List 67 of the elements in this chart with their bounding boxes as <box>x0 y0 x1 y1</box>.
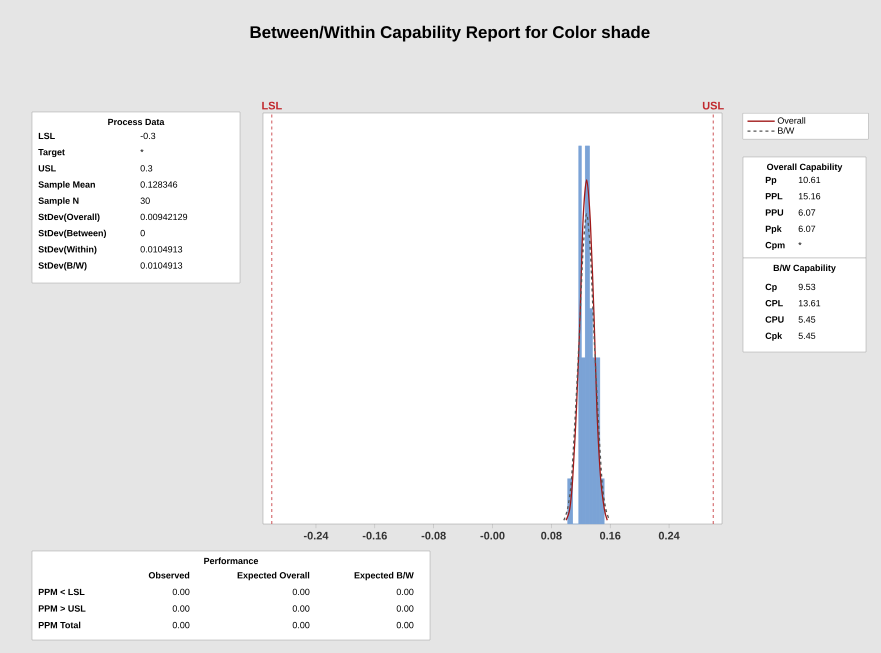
text: Ppk <box>766 225 782 234</box>
text: Target <box>38 149 65 158</box>
text: Expected Overall <box>238 572 310 580</box>
legend-label: Overall <box>778 117 806 124</box>
text: 0.3 <box>140 165 152 172</box>
text: 0.00 <box>396 605 414 612</box>
text: Process Data <box>108 118 164 126</box>
text: 0.00942129 <box>140 214 188 220</box>
text: CPU <box>766 316 784 323</box>
text: 5.45 <box>798 332 816 339</box>
legend-label: B/W <box>778 127 794 134</box>
text: 6.07 <box>798 226 816 232</box>
text: Pp <box>766 176 776 185</box>
text: 0.00 <box>292 588 310 596</box>
text: Observed <box>148 572 190 578</box>
text: StDev(B/W) <box>38 262 87 270</box>
text: 13.61 <box>798 300 820 306</box>
text: 5.45 <box>798 316 816 323</box>
text: PPL <box>766 193 782 200</box>
text: 10.61 <box>798 176 820 184</box>
x-tick-label: -0.00 <box>480 532 505 540</box>
text: 0.0104913 <box>140 262 182 269</box>
text: StDev(Between) <box>38 230 106 238</box>
chart-title: Between/Within Capability Report for Color shade <box>250 26 650 42</box>
text: 0.128346 <box>140 181 178 188</box>
text: PPM < LSL <box>38 588 85 596</box>
x-tick-label: -0.24 <box>304 532 328 540</box>
text: PPM Total <box>38 622 80 628</box>
text: Sample Mean <box>38 181 95 190</box>
text: PPU <box>766 209 784 216</box>
ref-line-label: USL <box>702 102 724 110</box>
text: Cpm <box>766 242 785 250</box>
text: * <box>140 149 144 152</box>
x-tick-label: 0.24 <box>658 532 680 540</box>
x-tick-label: -0.16 <box>362 532 387 540</box>
x-tick-label: -0.08 <box>422 532 446 540</box>
text: CPL <box>766 300 783 306</box>
text: 0.00 <box>172 588 190 596</box>
text: Cpk <box>766 332 782 341</box>
text: Overall Capability <box>767 163 842 172</box>
text: 6.07 <box>798 209 816 216</box>
x-tick-label: 0.16 <box>600 532 620 540</box>
text: Performance <box>204 558 258 564</box>
text: Expected B/W <box>354 572 414 580</box>
text: 30 <box>140 198 150 204</box>
text: 0.0104913 <box>140 246 182 252</box>
text: PPM > USL <box>38 605 86 612</box>
x-tick-label: 0.08 <box>541 532 562 540</box>
text: StDev(Overall) <box>38 213 100 222</box>
text: 0.00 <box>292 622 310 628</box>
text: 0.00 <box>396 622 414 628</box>
text: B/W Capability <box>774 264 836 273</box>
text: 15.16 <box>798 193 820 200</box>
text: Sample N <box>38 197 78 206</box>
ref-line-label: LSL <box>262 102 282 110</box>
text: 0 <box>140 230 145 236</box>
text: Cp <box>766 284 777 292</box>
text: USL <box>38 165 56 172</box>
text: 9.53 <box>798 284 816 290</box>
text: StDev(Within) <box>38 246 96 254</box>
text: 0.00 <box>172 622 190 628</box>
text: 0.00 <box>396 588 414 596</box>
text: 0.00 <box>172 605 190 612</box>
text: LSL <box>38 132 55 140</box>
text: 0.00 <box>292 605 310 612</box>
text: * <box>798 242 802 246</box>
text: -0.3 <box>140 132 156 140</box>
